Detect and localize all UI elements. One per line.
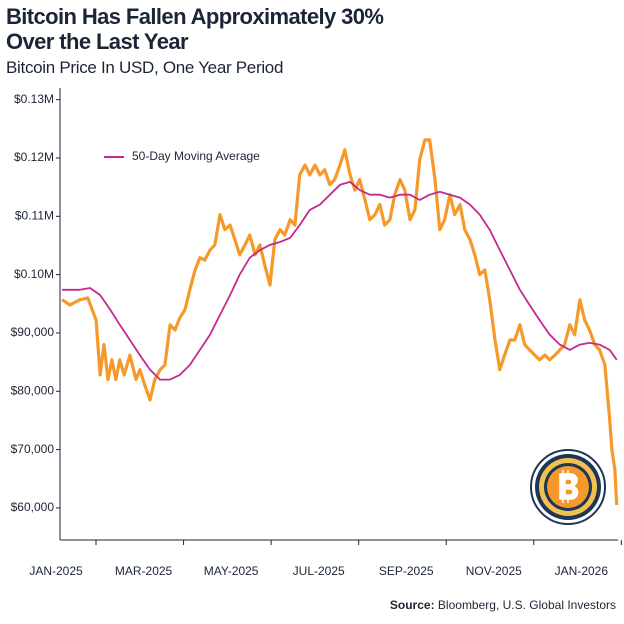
chart-title: Bitcoin Has Fallen Approximately 30% Ove…	[6, 4, 384, 54]
x-tick-label: SEP-2025	[379, 564, 434, 578]
title-line: Bitcoin Has Fallen Approximately 30%	[6, 4, 384, 29]
y-tick-label: $0.12M	[14, 150, 54, 164]
x-tick-label: JAN-2026	[555, 564, 609, 578]
legend-label: 50-Day Moving Average	[132, 149, 260, 163]
x-tick-label: NOV-2025	[466, 564, 522, 578]
source: Source: Bloomberg, U.S. Global Investors	[390, 598, 616, 612]
x-tick-label: JAN-2025	[29, 564, 83, 578]
y-tick-label: $0.11M	[15, 208, 54, 222]
title-line: Over the Last Year	[6, 29, 189, 54]
y-tick-label: $90,000	[11, 325, 55, 339]
source-label: Source:	[389, 598, 435, 612]
series-line	[61, 138, 619, 506]
source-text: Bloomberg, U.S. Global Investors	[437, 598, 616, 612]
series-line	[62, 181, 618, 381]
y-tick-label: $0.13M	[14, 92, 54, 106]
y-tick-label: $70,000	[11, 442, 55, 456]
y-tick-label: $60,000	[11, 500, 55, 514]
x-tick-label: MAY-2025	[204, 564, 259, 578]
chart-subtitle: Bitcoin Price In USD, One Year Period	[6, 58, 284, 77]
bitcoin-icon	[530, 449, 606, 525]
y-tick-label: $0.10M	[14, 267, 54, 281]
x-tick-label: MAR-2025	[115, 564, 173, 578]
x-tick-label: JUL-2025	[293, 564, 345, 578]
y-tick-label: $80,000	[11, 383, 55, 397]
